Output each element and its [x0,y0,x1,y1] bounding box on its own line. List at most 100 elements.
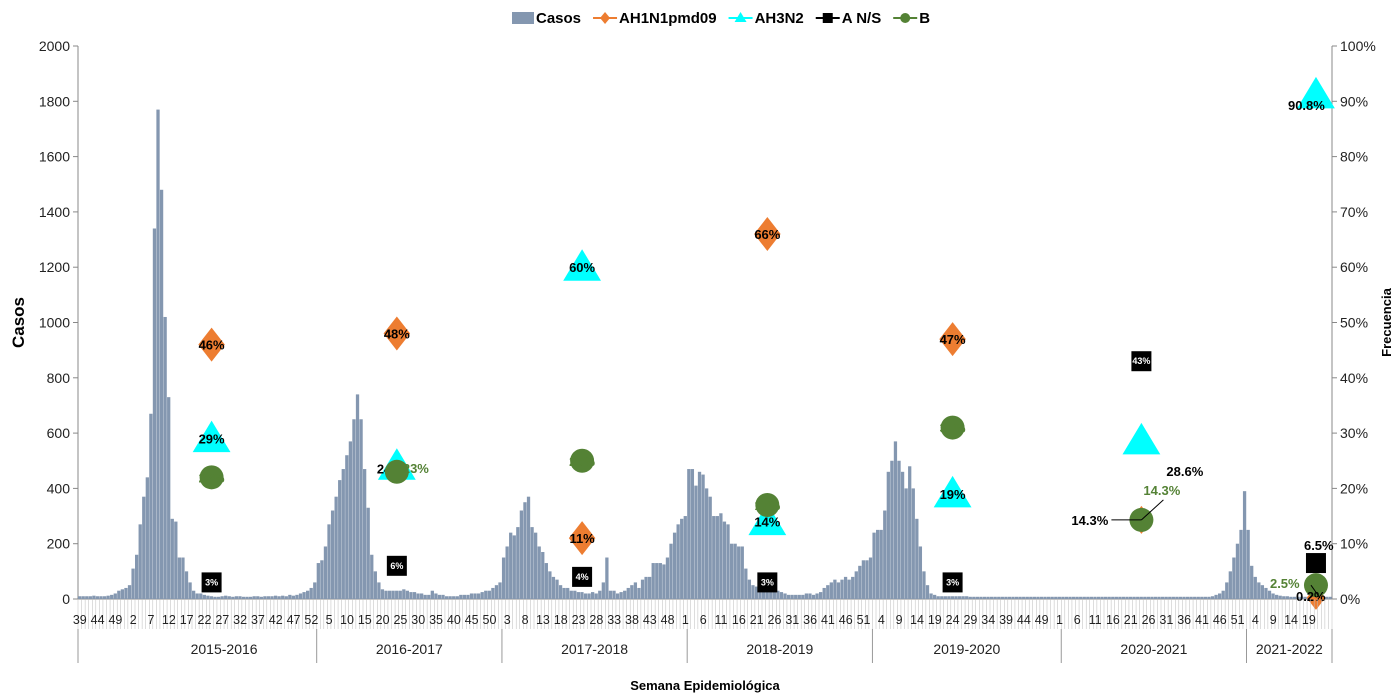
case-bar [630,585,634,599]
case-bar [1050,596,1054,599]
week-tick-label: 43 [643,613,657,627]
case-bar [466,594,470,599]
case-bar [783,593,787,599]
case-bar [694,485,698,599]
case-bar [893,441,898,599]
case-bar [309,587,313,599]
case-bar [598,590,602,599]
y2-tick-label: 70% [1340,204,1368,220]
case-bar [612,590,616,599]
ah3n2-marker [933,475,972,508]
case-bar [786,594,791,599]
week-tick-label: 6 [1074,613,1081,627]
week-tick-label: 34 [981,613,995,627]
week-tick-label: 31 [785,613,799,627]
case-bar [505,546,509,599]
case-bar [1161,596,1165,599]
case-bar [1118,596,1122,599]
case-bar [712,516,716,599]
case-bar [680,518,684,599]
season-label: 2021-2022 [1256,641,1323,657]
case-bar [1189,596,1193,599]
case-bar [448,596,452,599]
case-bar [1107,596,1111,599]
case-bar [1292,596,1297,599]
case-bar [990,596,994,599]
case-bar [1257,582,1261,599]
case-bar [92,595,96,599]
case-bar [843,576,848,599]
y-tick-label: 600 [47,425,71,441]
season-label: 2015-2016 [191,641,258,657]
case-bar [159,189,164,599]
ans-label: 3% [205,577,218,587]
ans-marker [757,572,778,593]
case-bar [811,594,816,599]
case-bar [833,579,837,599]
week-tick-label: 11 [1089,613,1102,627]
case-bar [124,587,128,599]
case-bar [266,596,271,599]
ah1n1-label: 11% [569,531,595,546]
case-bar [954,596,958,599]
case-bar [477,593,481,599]
case-bar [751,585,755,599]
case-bar [366,507,370,599]
ans-marker [572,566,593,587]
case-bar [1047,596,1051,599]
week-tick-label: 51 [1231,613,1245,627]
case-bar [206,595,210,599]
ans-label: 4% [576,572,589,582]
week-tick-label: 16 [732,613,746,627]
case-bar [241,596,246,599]
case-bar [1075,596,1079,599]
y2-tick-label: 30% [1340,425,1368,441]
week-tick-label: 23 [572,613,586,627]
case-bar [473,593,477,599]
ah1n1-marker [754,217,781,252]
case-bar [676,524,680,599]
case-bar [1282,596,1286,599]
case-bar [697,471,702,599]
case-bar [1032,596,1037,599]
ah3n2-label: 14% [754,515,780,530]
case-bar [1139,596,1143,599]
week-tick-label: 13 [536,613,550,627]
legend-item: Casos [512,10,581,27]
case-bar [1328,596,1332,599]
case-bar [883,510,887,599]
case-bar [1285,596,1289,599]
case-bar [138,524,142,599]
y-tick-label: 800 [47,370,71,386]
week-tick-label: 50 [483,613,497,627]
case-bar [925,585,930,599]
case-bar [249,596,253,599]
case-bar [972,596,976,599]
case-bar [341,469,345,599]
case-bar [672,532,677,599]
case-bar [523,502,527,599]
legend-label: Casos [536,10,581,27]
case-bar [512,535,516,599]
case-bar [1275,594,1279,599]
case-bar [1299,596,1304,599]
case-bar [1146,596,1151,599]
season-label: 2019-2020 [933,641,1000,657]
case-bar [177,557,182,599]
week-tick-label: 3 [504,613,511,627]
case-bar [623,590,627,599]
case-bar [929,593,933,599]
case-bar [747,579,752,599]
case-bar [1193,596,1197,599]
case-bar [384,590,388,599]
ah1n1-label: 14.3% [1071,513,1108,528]
case-bar [1011,596,1015,599]
case-bar [526,496,531,599]
week-tick-label: 14 [910,613,924,627]
case-bar [427,594,431,599]
case-bar [975,596,980,599]
week-tick-label: 15 [358,613,372,627]
case-bar [530,527,534,599]
case-bar [765,589,769,599]
case-bar [135,554,139,599]
